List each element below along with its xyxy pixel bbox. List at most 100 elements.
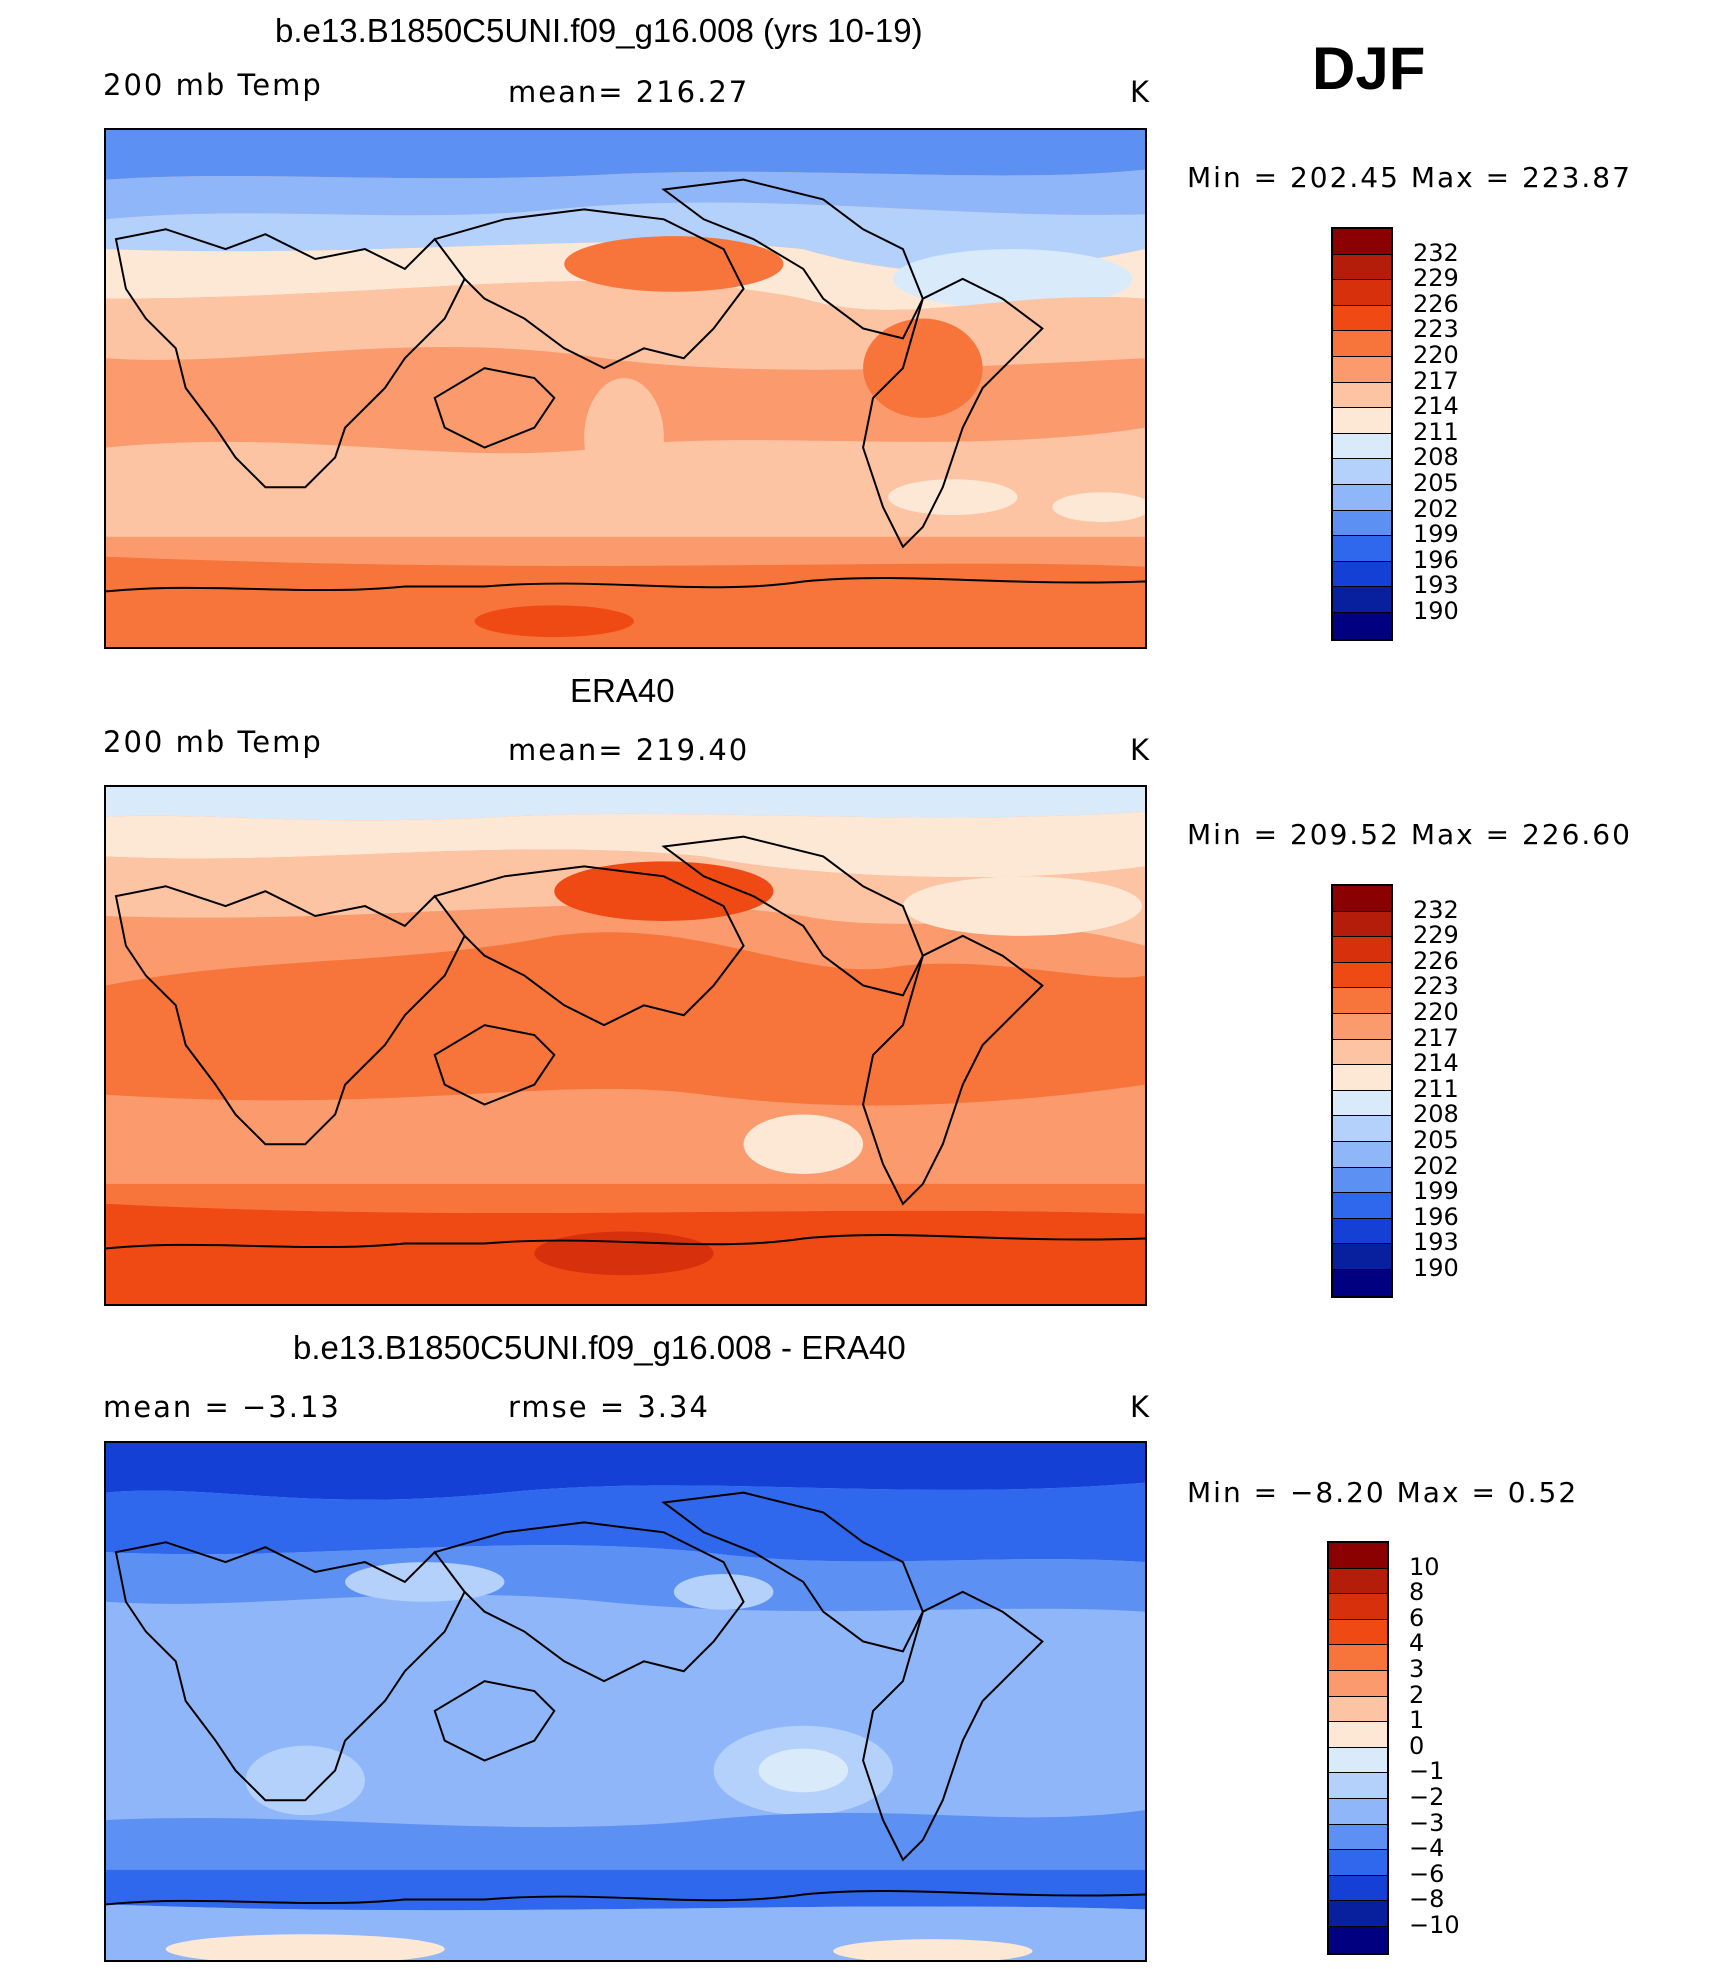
panel-1-map: [104, 128, 1147, 649]
colorbar-swatch: [1333, 1065, 1391, 1091]
colorbar-label: −6: [1409, 1859, 1445, 1888]
colorbar-label: 211: [1413, 1074, 1459, 1103]
panel-1-minmax: Min = 202.45 Max = 223.87: [1187, 161, 1632, 194]
colorbar-swatch: [1333, 886, 1391, 912]
colorbar-swatch: [1333, 587, 1391, 613]
colorbar-swatch: [1333, 1269, 1391, 1296]
colorbar-label: 223: [1413, 315, 1459, 344]
colorbar-swatch: [1329, 1850, 1387, 1876]
colorbar-label: 193: [1413, 1228, 1459, 1257]
panel-1-variable-label: 200 mb Temp: [103, 68, 323, 102]
panel-2-map: [104, 785, 1147, 1306]
colorbar-label: 217: [1413, 1023, 1459, 1052]
panel-1-mean-label: mean= 216.27: [508, 75, 750, 109]
panel-3-rmse-label: rmse = 3.34: [508, 1390, 710, 1424]
colorbar-label: 208: [1413, 443, 1459, 472]
panel-3-mean-label: mean = −3.13: [103, 1390, 341, 1424]
panel-3-units: K: [1130, 1390, 1152, 1424]
colorbar-swatch: [1333, 911, 1391, 938]
colorbar-swatch: [1333, 484, 1391, 511]
colorbar-swatch: [1329, 1875, 1387, 1902]
colorbar-label: 199: [1413, 520, 1459, 549]
colorbar-swatch: [1333, 1013, 1391, 1040]
colorbar-label: 211: [1413, 417, 1459, 446]
colorbar-swatch: [1333, 356, 1391, 383]
colorbar-label: 229: [1413, 921, 1459, 950]
colorbar-label: 205: [1413, 469, 1459, 497]
colorbar-swatch: [1333, 1141, 1391, 1168]
colorbar-label: 196: [1413, 545, 1459, 574]
panel-3-map: [104, 1441, 1147, 1962]
colorbar-label: 2: [1409, 1680, 1425, 1709]
panel-3-minmax: Min = −8.20 Max = 0.52: [1187, 1476, 1579, 1509]
colorbar-label: 226: [1413, 289, 1459, 318]
colorbar-swatch: [1333, 1167, 1391, 1194]
colorbar-swatch: [1329, 1926, 1387, 1953]
colorbar-swatch: [1333, 988, 1391, 1014]
colorbar-label: 202: [1413, 1151, 1459, 1180]
colorbar-swatch: [1333, 1244, 1391, 1270]
colorbar-swatch: [1329, 1722, 1387, 1748]
colorbar-swatch: [1333, 1218, 1391, 1245]
colorbar-label: 1: [1409, 1706, 1425, 1735]
colorbar-label: 0: [1409, 1731, 1425, 1760]
colorbar-swatch: [1333, 612, 1391, 639]
panel-1-title: b.e13.B1850C5UNI.f09_g16.008 (yrs 10-19): [275, 12, 923, 49]
colorbar-swatch: [1333, 254, 1391, 281]
panel-1-colorbar: [1331, 227, 1393, 641]
colorbar-label: 232: [1413, 895, 1459, 924]
colorbar-swatch: [1333, 229, 1391, 255]
colorbar-swatch: [1333, 459, 1391, 485]
panel-2-title: ERA40: [570, 672, 675, 709]
panel-1-units: K: [1130, 75, 1152, 109]
panel-2-colorbar: [1331, 884, 1393, 1298]
colorbar-label: −2: [1409, 1783, 1445, 1811]
colorbar-swatch: [1329, 1619, 1387, 1646]
colorbar-swatch: [1333, 510, 1391, 537]
panel-2-variable-label: 200 mb Temp: [103, 725, 323, 759]
colorbar-label: 229: [1413, 264, 1459, 293]
colorbar-swatch: [1329, 1901, 1387, 1927]
colorbar-swatch: [1333, 561, 1391, 588]
colorbar-swatch: [1333, 408, 1391, 434]
colorbar-swatch: [1329, 1747, 1387, 1774]
colorbar-swatch: [1329, 1696, 1387, 1723]
colorbar-swatch: [1333, 331, 1391, 357]
colorbar-swatch: [1333, 382, 1391, 409]
colorbar-label: 205: [1413, 1126, 1459, 1154]
colorbar-label: 223: [1413, 972, 1459, 1001]
colorbar-label: 202: [1413, 494, 1459, 523]
colorbar-swatch: [1329, 1798, 1387, 1825]
season-label: DJF: [1312, 35, 1426, 102]
colorbar-label: 10: [1409, 1552, 1440, 1581]
colorbar-label: 232: [1413, 238, 1459, 267]
colorbar-label: 214: [1413, 392, 1459, 421]
colorbar-swatch: [1333, 937, 1391, 963]
colorbar-swatch: [1333, 433, 1391, 460]
colorbar-label: 190: [1413, 597, 1459, 625]
panel-3-contour-map: [106, 1443, 1145, 1960]
colorbar-label: −4: [1409, 1834, 1445, 1863]
colorbar-swatch: [1329, 1645, 1387, 1671]
panel-2-contour-map: [106, 787, 1145, 1304]
colorbar-label: 4: [1409, 1629, 1425, 1658]
colorbar-label: 190: [1413, 1254, 1459, 1282]
colorbar-swatch: [1333, 280, 1391, 306]
colorbar-swatch: [1329, 1773, 1387, 1799]
panel-3-title: b.e13.B1850C5UNI.f09_g16.008 - ERA40: [293, 1329, 906, 1366]
panel-3-colorbar: [1327, 1541, 1389, 1955]
colorbar-label: 217: [1413, 366, 1459, 395]
colorbar-label: 199: [1413, 1177, 1459, 1206]
colorbar-swatch: [1329, 1670, 1387, 1697]
colorbar-swatch: [1329, 1543, 1387, 1569]
colorbar-swatch: [1329, 1594, 1387, 1620]
colorbar-label: 220: [1413, 998, 1459, 1026]
colorbar-label: −1: [1409, 1757, 1445, 1786]
colorbar-label: 226: [1413, 946, 1459, 975]
colorbar-label: −10: [1409, 1911, 1460, 1939]
colorbar-swatch: [1333, 536, 1391, 562]
colorbar-label: 208: [1413, 1100, 1459, 1129]
panel-2-minmax: Min = 209.52 Max = 226.60: [1187, 818, 1632, 851]
colorbar-label: 214: [1413, 1049, 1459, 1078]
colorbar-swatch: [1333, 1193, 1391, 1219]
